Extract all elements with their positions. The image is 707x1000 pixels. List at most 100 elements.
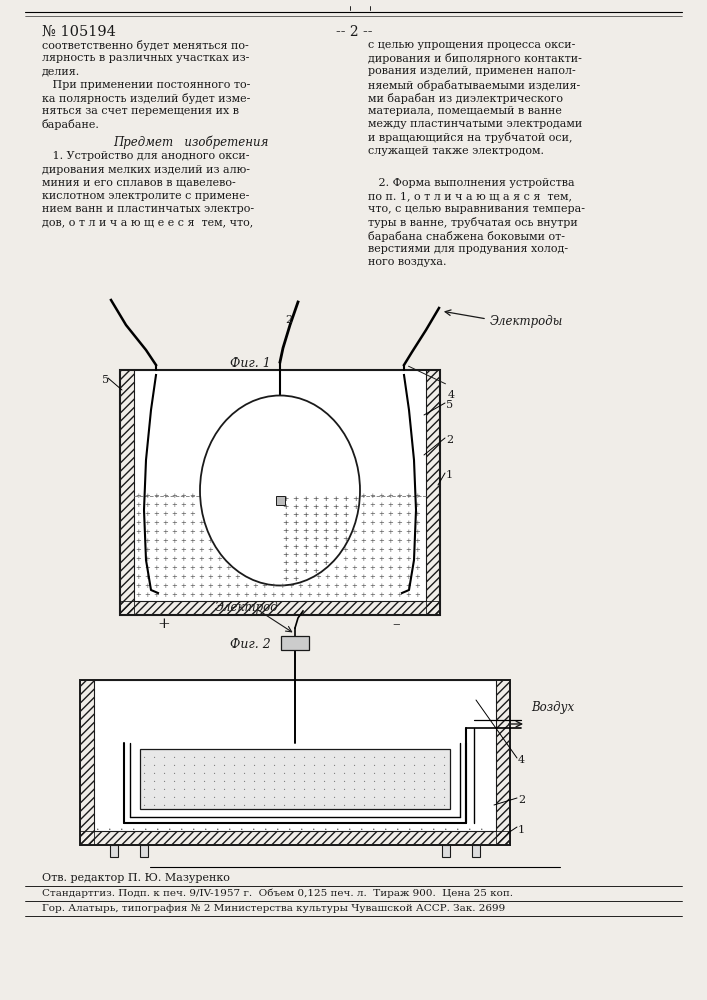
Bar (110, 845, 118, 857)
Text: лярность в различных участках из-: лярность в различных участках из- (42, 53, 250, 63)
Text: +: + (378, 510, 384, 518)
Text: .: . (293, 766, 296, 776)
Text: барабана снабжена боковыми от-: барабана снабжена боковыми от- (368, 231, 565, 242)
Text: .: . (332, 790, 336, 800)
Text: .: . (272, 798, 276, 808)
Text: +: + (302, 495, 308, 503)
Text: .: . (382, 758, 385, 768)
Text: +: + (333, 564, 339, 572)
Text: +: + (135, 510, 141, 518)
Text: +: + (369, 591, 375, 599)
Text: +: + (342, 546, 348, 554)
Text: +: + (333, 582, 339, 590)
Text: +: + (162, 492, 168, 500)
Text: +: + (198, 546, 204, 554)
Text: +: + (341, 495, 348, 503)
Text: .: . (202, 798, 206, 808)
Text: .: . (252, 798, 255, 808)
Text: .: . (182, 790, 185, 800)
Text: +: + (369, 537, 375, 545)
Text: .: . (272, 750, 276, 760)
Text: +: + (312, 519, 318, 527)
Text: +: + (252, 591, 258, 599)
Text: +: + (342, 564, 348, 572)
Text: +: + (279, 582, 285, 590)
Text: +: + (387, 591, 393, 599)
Text: +: + (144, 573, 150, 581)
Text: .: . (443, 758, 445, 768)
Text: +: + (405, 519, 411, 527)
Text: +: + (288, 591, 294, 599)
Text: +: + (360, 501, 366, 509)
Text: .: . (392, 750, 395, 760)
Text: +: + (306, 582, 312, 590)
Text: .: . (303, 798, 305, 808)
Text: +: + (302, 527, 308, 535)
Text: +: + (144, 582, 150, 590)
Text: .: . (282, 790, 286, 800)
Text: +: + (282, 575, 288, 583)
Text: +: + (162, 591, 168, 599)
Text: +: + (153, 528, 159, 536)
Text: +: + (234, 591, 240, 599)
Text: +: + (282, 551, 288, 559)
Text: +: + (322, 535, 328, 543)
Text: .: . (293, 758, 296, 768)
Text: +: + (153, 555, 159, 563)
Text: .: . (402, 774, 406, 784)
Text: +: + (180, 591, 186, 599)
Text: .: . (282, 774, 286, 784)
Text: +: + (153, 564, 159, 572)
Text: .: . (423, 750, 426, 760)
Bar (120, 370, 440, 615)
Text: .: . (243, 758, 245, 768)
Text: .: . (402, 798, 406, 808)
Text: +: + (162, 528, 168, 536)
Text: .: . (282, 750, 286, 760)
Text: +: + (282, 503, 288, 511)
Text: +: + (378, 492, 384, 500)
Text: +: + (387, 546, 393, 554)
Text: .: . (373, 822, 375, 832)
Text: Стандартгиз. Подп. к печ. 9/IV-1957 г.  Объем 0,125 печ. л.  Тираж 900.  Цена 25: Стандартгиз. Подп. к печ. 9/IV-1957 г. О… (42, 889, 513, 898)
Text: +: + (341, 503, 348, 511)
Text: верстиями для продувания холод-: верстиями для продувания холод- (368, 244, 568, 254)
Text: .: . (432, 822, 436, 832)
Text: +: + (378, 564, 384, 572)
Text: +: + (414, 555, 420, 563)
Text: .: . (202, 766, 206, 776)
Text: +: + (322, 511, 328, 519)
Text: .: . (142, 766, 146, 776)
Text: +: + (378, 519, 384, 527)
Text: +: + (387, 582, 393, 590)
Text: Воздух: Воздух (531, 701, 574, 714)
Text: +: + (189, 582, 195, 590)
Text: .: . (456, 822, 460, 832)
Text: +: + (288, 582, 294, 590)
Text: 4: 4 (518, 755, 525, 765)
Text: +: + (162, 546, 168, 554)
Text: .: . (252, 782, 255, 792)
Text: .: . (142, 782, 146, 792)
Text: .: . (293, 798, 296, 808)
Text: +: + (171, 501, 177, 509)
Bar (276, 496, 284, 505)
Text: +: + (171, 528, 177, 536)
Text: +: + (135, 546, 141, 554)
Text: .: . (373, 758, 375, 768)
Text: +: + (153, 546, 159, 554)
Text: .: . (325, 822, 328, 832)
Text: +: + (312, 511, 318, 519)
Text: +: + (302, 567, 308, 575)
Text: +: + (405, 510, 411, 518)
Text: .: . (443, 782, 445, 792)
Text: +: + (414, 564, 420, 572)
Text: +: + (405, 501, 411, 509)
Text: +: + (396, 546, 402, 554)
Text: +: + (360, 564, 366, 572)
Text: .: . (443, 750, 445, 760)
Text: между пластинчатыми электродами: между пластинчатыми электродами (368, 119, 583, 129)
Text: +: + (292, 575, 298, 583)
Text: № 105194: № 105194 (42, 25, 116, 39)
Text: +: + (153, 492, 159, 500)
